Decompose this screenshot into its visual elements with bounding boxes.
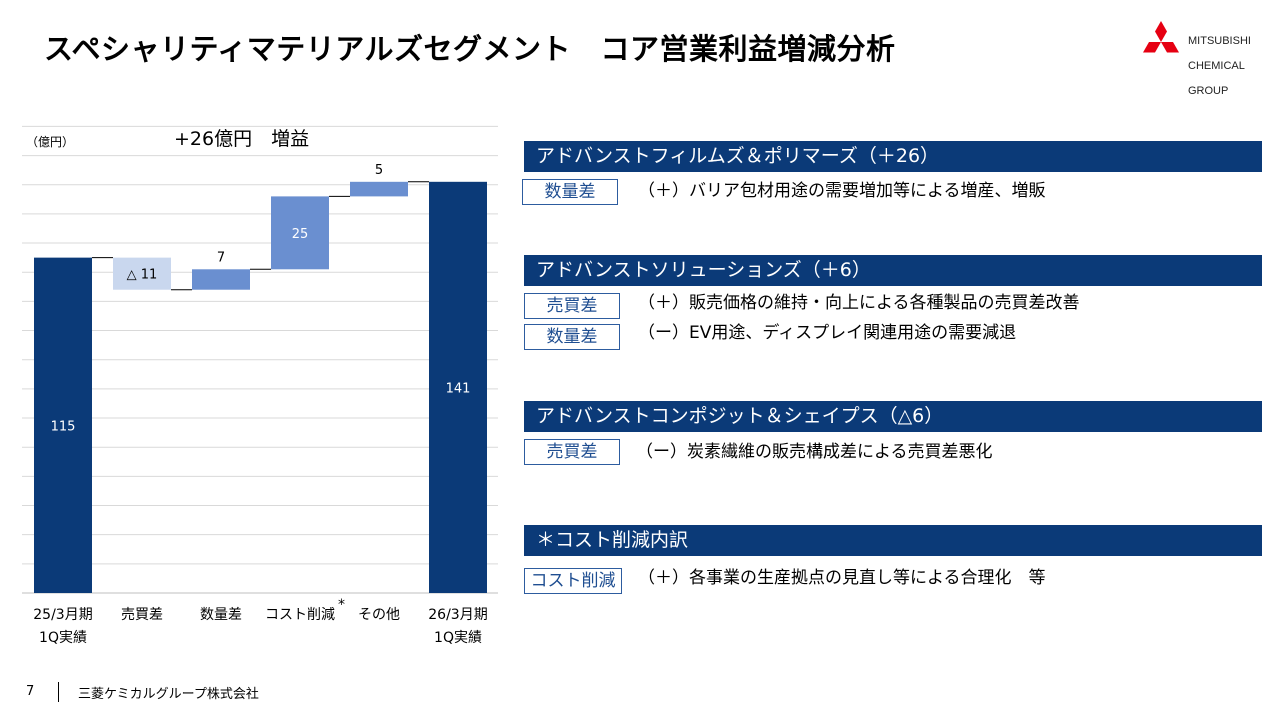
page-title: スペシャリティマテリアルズセグメント コア営業利益増減分析	[44, 32, 896, 66]
section-composites-shapes: アドバンストコンポジット＆シェイプス（△6） 売買差 （ー）炭素繊維の販売構成差…	[524, 401, 1262, 465]
chart-annotation-asterisk: *	[338, 597, 345, 613]
data-label-4: 25	[292, 227, 309, 242]
factor-description: （＋）各事業の生産拠点の見直し等による合理化 等	[638, 568, 1046, 588]
x-tick-label: 数量差	[200, 607, 242, 623]
factor-tag: 売買差	[524, 293, 620, 319]
factor-description: （＋）販売価格の維持・向上による各種製品の売買差改善	[638, 293, 1080, 313]
factor-tag: 売買差	[524, 439, 620, 465]
section-cost-reduction-breakdown: ＊コスト削減内訳 コスト削減 （＋）各事業の生産拠点の見直し等による合理化 等	[524, 525, 1262, 594]
bar-5	[350, 181, 408, 197]
bar-1	[34, 257, 92, 593]
x-tick-label: 売買差	[121, 607, 163, 623]
bar-3	[192, 269, 250, 290]
x-tick-label: その他	[358, 607, 400, 623]
page-number: 7	[26, 684, 35, 699]
profit-headline: +26億円 増益	[174, 128, 310, 150]
company-logo: MITSUBISHI CHEMICAL GROUP	[1138, 20, 1268, 97]
factor-tag: 数量差	[524, 324, 620, 350]
logo-line-2: CHEMICAL	[1188, 59, 1245, 72]
data-label-1: 115	[51, 419, 76, 434]
section-solutions: アドバンストソリューションズ（＋6） 売買差 （＋）販売価格の維持・向上による各…	[524, 255, 1262, 350]
section-header: ＊コスト削減内訳	[524, 525, 1262, 556]
company-name: 三菱ケミカルグループ株式会社	[78, 687, 259, 702]
x-tick-label: 26/3月期 1Q実績	[428, 607, 488, 646]
three-diamonds-icon	[1143, 21, 1179, 53]
data-label-3: 7	[217, 250, 225, 265]
data-label-6: 141	[446, 381, 471, 396]
factor-description: （ー）EV用途、ディスプレイ関連用途の需要減退	[638, 323, 1017, 343]
section-header: アドバンストフィルムズ＆ポリマーズ（＋26）	[524, 141, 1262, 172]
bar-4	[271, 196, 329, 270]
x-tick-label: コスト削減	[265, 607, 335, 623]
bar-6	[429, 181, 487, 593]
logo-line-3: GROUP	[1188, 84, 1229, 97]
section-films-polymers: アドバンストフィルムズ＆ポリマーズ（＋26） 数量差 （＋）バリア包材用途の需要…	[522, 141, 1262, 205]
factor-tag: 数量差	[522, 179, 618, 205]
x-tick-label: 25/3月期 1Q実績	[33, 607, 93, 646]
bar-2	[113, 257, 171, 290]
footer-divider	[58, 682, 59, 702]
factor-tag: コスト削減	[524, 568, 622, 594]
data-label-2: △ 11	[127, 268, 158, 283]
data-label-5: 5	[375, 163, 383, 178]
section-header: アドバンストコンポジット＆シェイプス（△6）	[524, 401, 1262, 432]
logo-line-1: MITSUBISHI	[1188, 34, 1251, 47]
unit-label: （億円）	[26, 135, 75, 149]
factor-description: （ー）炭素繊維の販売構成差による売買差悪化	[636, 442, 993, 462]
waterfall-chart: 115 △ 11 7 25 5 141	[22, 125, 498, 594]
section-header: アドバンストソリューションズ（＋6）	[524, 255, 1262, 286]
factor-description: （＋）バリア包材用途の需要増加等による増産、増販	[638, 181, 1046, 201]
